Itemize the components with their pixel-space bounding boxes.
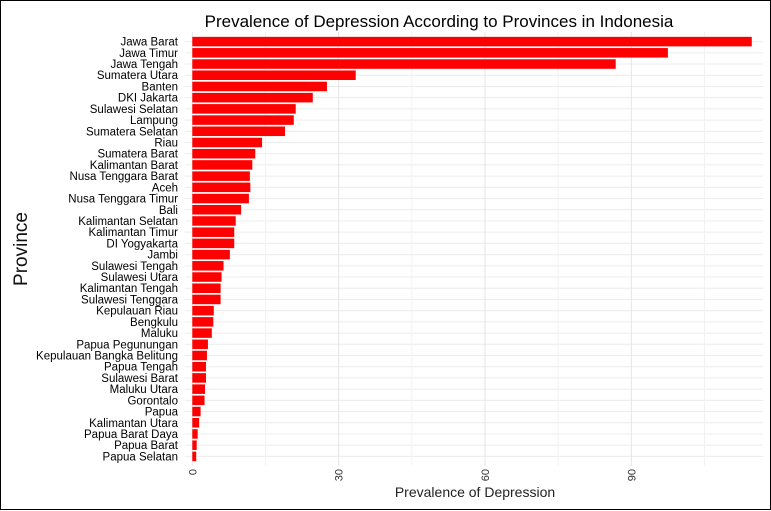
bar-di-yogyakarta (192, 238, 235, 249)
bar-series (192, 36, 752, 462)
y-tick-label: Gorontalo (127, 395, 178, 407)
y-tick-label: Sumatera Barat (97, 149, 178, 161)
y-tick-label: Sulawesi Barat (101, 373, 179, 385)
y-tick-label: Papua Barat Daya (84, 429, 179, 441)
bar-papua (192, 406, 201, 417)
y-tick-label: DKI Jakarta (118, 93, 179, 105)
y-tick-label: Sumatera Utara (97, 70, 179, 82)
y-tick-label: Riau (154, 138, 178, 150)
y-tick-label: Papua Selatan (103, 451, 178, 463)
bar-jawa-tengah (192, 59, 616, 69)
bar-banten (192, 81, 327, 92)
bar-jawa-timur (192, 48, 668, 58)
y-tick-label: Sumatera Selatan (86, 126, 178, 138)
y-tick-label: Kepulauan Riau (96, 306, 178, 318)
y-tick-label: Kalimantan Tengah (80, 283, 178, 295)
y-tick-label: Maluku Utara (110, 384, 179, 396)
y-tick-label: Papua Barat (114, 440, 179, 452)
bar-papua-barat (192, 440, 197, 450)
bar-sulawesi-barat (192, 373, 206, 383)
y-tick-label: Kalimantan Barat (90, 160, 179, 172)
bar-aceh (192, 182, 251, 193)
bar-sulawesi-tenggara (192, 294, 221, 305)
y-tick-label: Bengkulu (130, 317, 178, 329)
y-tick-label: Jawa Tengah (110, 59, 178, 71)
y-tick-label: DI Yogyakarta (106, 238, 178, 250)
y-tick-label: Papua Tengah (104, 362, 178, 374)
y-tick-label: Sulawesi Tengah (91, 261, 178, 273)
x-tick-labels: 0 30 60 90 (187, 469, 638, 481)
y-tick-label: Aceh (152, 182, 178, 194)
y-tick-label: Kalimantan Timur (89, 227, 179, 239)
bar-sulawesi-utara (192, 272, 222, 282)
y-tick-label: Maluku (141, 328, 178, 340)
x-tick-label: 90 (626, 469, 638, 481)
y-tick-label: Sulawesi Utara (101, 272, 179, 284)
y-tick-label: Papua Pegunungan (76, 339, 178, 351)
y-tick-label: Lampung (130, 115, 178, 127)
bar-kalimantan-barat (192, 160, 253, 170)
bar-papua-selatan (192, 451, 197, 462)
y-tick-label: Kalimantan Utara (89, 418, 178, 430)
bar-sumatera-barat (192, 148, 256, 159)
y-tick-label: Nusa Tenggara Barat (70, 171, 179, 183)
bar-kalimantan-utara (192, 417, 200, 428)
y-tick-label: Nusa Tenggara Timur (68, 194, 178, 206)
bar-papua-tengah (192, 361, 206, 372)
y-tick-label: Bali (159, 205, 178, 217)
bar-riau (192, 137, 263, 148)
bar-sumatera-selatan (192, 126, 285, 137)
bar-dki-jakarta (192, 92, 313, 103)
bar-kalimantan-timur (192, 227, 235, 237)
y-tick-label: Kepulauan Bangka Belitung (36, 351, 178, 363)
y-tick-label: Banten (142, 81, 178, 93)
bar-nusa-tenggara-timur (192, 193, 249, 204)
bar-kepulauan-riau (192, 305, 214, 316)
y-tick-label: Jawa Timur (119, 48, 178, 60)
bar-jambi (192, 249, 230, 260)
bar-papua-barat-daya (192, 429, 198, 439)
chart-title: Prevalence of Depression According to Pr… (205, 12, 674, 31)
bar-bali (192, 204, 242, 215)
bar-kalimantan-selatan (192, 216, 236, 226)
bar-bengkulu (192, 317, 214, 327)
bar-maluku-utara (192, 384, 205, 394)
bar-sumatera-utara (192, 70, 356, 81)
x-tick-label: 60 (480, 469, 492, 481)
y-tick-label: Kalimantan Selatan (78, 216, 178, 228)
y-tick-label: Papua (145, 407, 179, 419)
bar-jawa-barat (192, 36, 752, 47)
x-axis-title: Prevalence of Depression (395, 484, 555, 500)
y-tick-label: Sulawesi Selatan (90, 104, 178, 116)
bar-sulawesi-tengah (192, 261, 224, 271)
x-tick-label: 0 (187, 469, 199, 475)
y-axis-title: Province (11, 212, 32, 286)
x-tick-label: 30 (334, 469, 346, 481)
y-tick-label: Jawa Barat (120, 37, 178, 49)
bar-nusa-tenggara-barat (192, 171, 250, 181)
bar-kepulauan-bangka-belitung (192, 350, 207, 361)
y-tick-label: Sulawesi Tenggara (81, 294, 179, 306)
bar-sulawesi-selatan (192, 104, 296, 114)
y-tick-label: Jambi (147, 250, 178, 262)
bar-papua-pegunungan (192, 339, 208, 350)
bar-kalimantan-tengah (192, 283, 221, 294)
bar-gorontalo (192, 395, 205, 406)
bar-maluku (192, 328, 212, 338)
bar-lampung (192, 115, 294, 125)
